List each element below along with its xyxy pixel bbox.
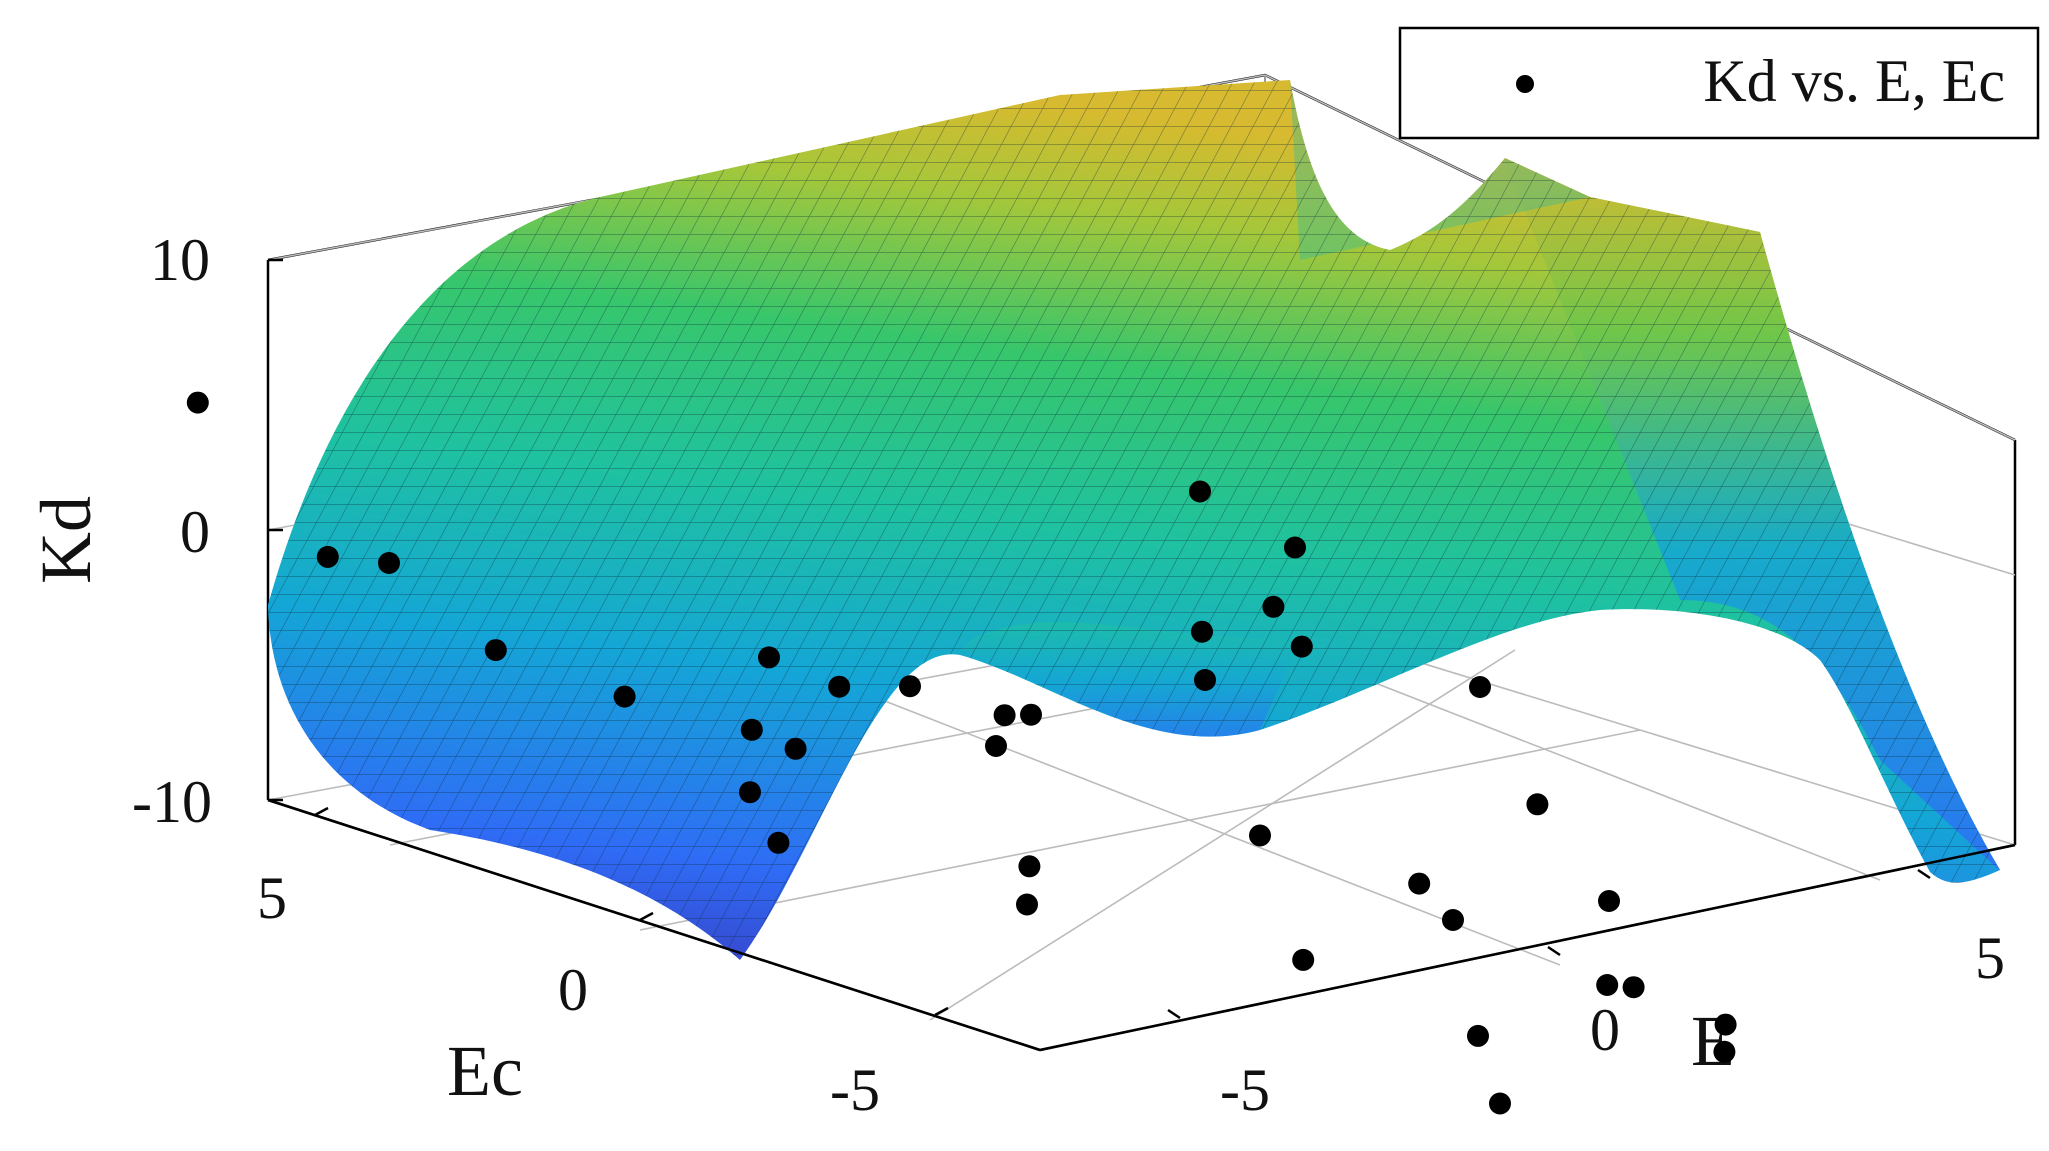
- scatter-point: [1194, 669, 1216, 691]
- x-tick-labels: -5 0 5: [1220, 925, 2005, 1123]
- scatter-point: [1292, 948, 1315, 971]
- scatter-point: [613, 685, 636, 708]
- scatter-point: [378, 552, 400, 574]
- legend-marker: [1516, 75, 1534, 93]
- y-tick-labels: 5 0 -5: [257, 865, 880, 1123]
- scatter-point: [985, 735, 1007, 757]
- scatter-point: [1189, 480, 1211, 503]
- z-tick-label: -10: [132, 769, 212, 835]
- scatter-point: [767, 831, 790, 854]
- scatter-point: [1713, 1040, 1736, 1063]
- scatter-point: [1489, 1092, 1511, 1115]
- scatter-point: [740, 718, 763, 741]
- scatter-point: [784, 737, 807, 760]
- scatter-point: [1714, 1013, 1737, 1036]
- z-tick-label: 0: [180, 499, 210, 565]
- legend-label: Kd vs. E, Ec: [1703, 48, 2005, 114]
- scatter-point: [828, 675, 851, 698]
- scatter-point: [1016, 893, 1038, 916]
- y-tick-label: 5: [257, 865, 287, 931]
- scatter-points: [186, 391, 1737, 1115]
- scatter-point: [1191, 620, 1213, 643]
- scatter-point: [899, 675, 921, 698]
- scatter-point: [316, 545, 339, 568]
- z-tick-label: 10: [150, 227, 210, 293]
- legend-box: [1398, 26, 2040, 140]
- scatter-point: [1020, 703, 1042, 726]
- x-tick-label: -5: [1220, 1057, 1270, 1123]
- scatter-point: [1018, 855, 1041, 878]
- scatter-point: [1598, 890, 1620, 912]
- x-axis-title: E: [1691, 1001, 1735, 1081]
- scatter-point: [1284, 536, 1306, 559]
- legend: Kd vs. E, Ec: [1398, 26, 2040, 140]
- y-tick-label: -5: [830, 1057, 880, 1123]
- x-tick-label: 5: [1975, 925, 2005, 991]
- scatter-point: [758, 646, 780, 669]
- scatter-point: [1408, 872, 1431, 895]
- z-tick-labels: 10 0 -10: [132, 227, 212, 835]
- scatter-point: [186, 391, 209, 414]
- scatter-point: [1467, 1024, 1489, 1047]
- scatter-point: [1249, 824, 1271, 847]
- scatter-point: [1526, 793, 1549, 816]
- scatter-point: [739, 781, 761, 804]
- x-tick-label: 0: [1590, 997, 1620, 1063]
- front-axes: [267, 798, 2016, 1052]
- tick-marks: [268, 258, 1931, 1020]
- scatter-point: [1442, 909, 1464, 931]
- scatter-point: [484, 639, 507, 662]
- scatter-point: [1262, 595, 1285, 618]
- scatter-point: [993, 704, 1016, 727]
- z-axis-title: Kd: [26, 496, 106, 584]
- y-tick-label: 0: [558, 957, 588, 1023]
- scatter-point: [1622, 976, 1645, 999]
- scatter-point: [1290, 635, 1313, 658]
- surface: [268, 80, 2000, 960]
- scatter-point: [1469, 676, 1491, 698]
- y-axis-title: Ec: [447, 1031, 523, 1111]
- scatter-point: [1596, 974, 1619, 996]
